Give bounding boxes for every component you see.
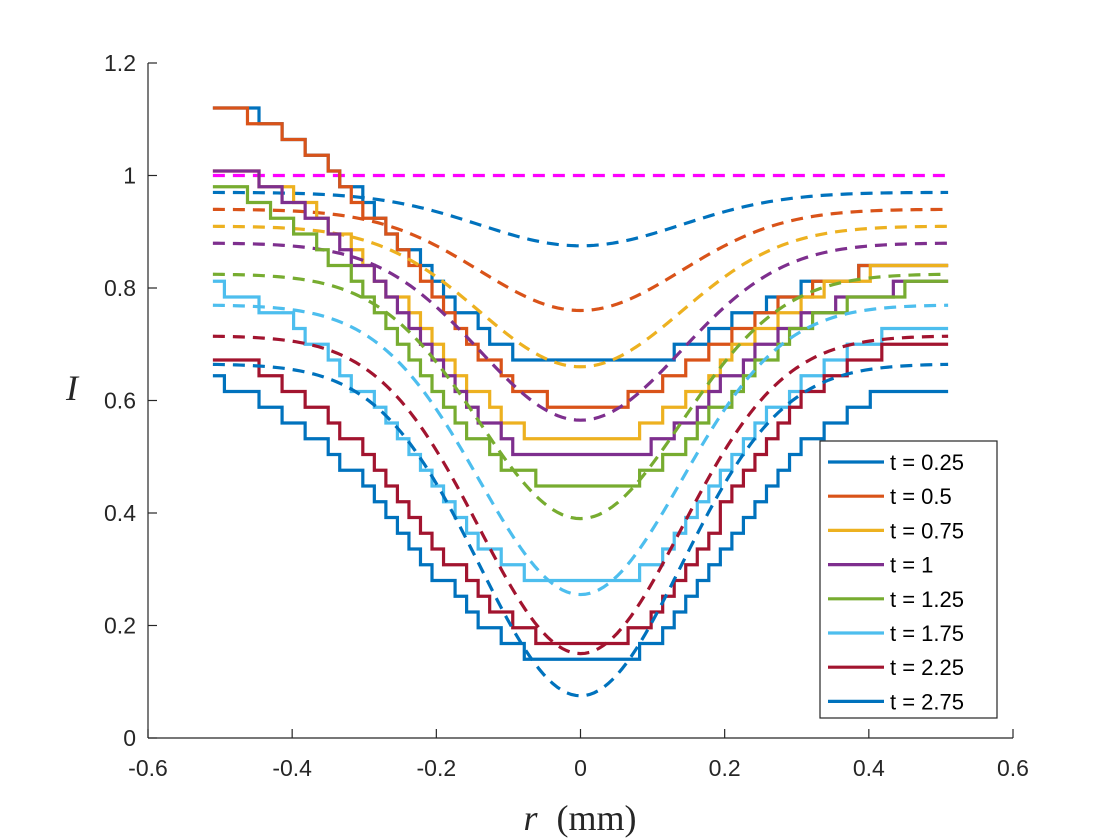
series-dashed-3 xyxy=(212,241,949,422)
series-solid-0 xyxy=(212,106,949,362)
x-tick-label-3: 0 xyxy=(574,755,587,781)
series-dashed-4 xyxy=(212,272,949,521)
series-dashed-7 xyxy=(212,362,949,698)
x-axis-label: r (mm) xyxy=(524,798,637,838)
y-tick-label-4: 0.8 xyxy=(104,275,136,301)
y-axis-label-text: I xyxy=(65,368,80,408)
x-tick-label-5: 0.4 xyxy=(853,755,885,781)
legend-label-2: t = 0.75 xyxy=(890,518,964,543)
series-solid-7 xyxy=(212,374,949,661)
axes-layer: -0.6 -0.4 -0.2 0 0.2 0.4 0.6 0 0.2 0.4 0.6 0.8 1 1.2 xyxy=(104,50,1029,781)
x-tick-label-4: 0.2 xyxy=(709,755,741,781)
y-tick-label-1: 0.2 xyxy=(104,613,136,639)
y-tick-label-0: 0 xyxy=(123,725,136,751)
series-solid-3 xyxy=(212,169,949,457)
series-solid-4 xyxy=(212,185,949,488)
series-dashed-1 xyxy=(212,207,949,313)
legend-label-6: t = 2.25 xyxy=(890,655,964,680)
legend-label-1: t = 0.5 xyxy=(890,484,952,509)
x-tick-label-6: 0.6 xyxy=(997,755,1029,781)
legend-label-3: t = 1 xyxy=(890,553,933,578)
y-tick-label-6: 1.2 xyxy=(104,50,136,76)
x-tick-label-1: -0.4 xyxy=(272,755,312,781)
series-dashed-6 xyxy=(212,334,949,656)
y-axis-label: I xyxy=(65,368,80,408)
y-tick-label-2: 0.4 xyxy=(104,500,136,526)
x-axis-label-var: r xyxy=(524,798,539,838)
x-tick-label-2: -0.2 xyxy=(417,755,457,781)
series-solid-6 xyxy=(212,342,949,646)
series-solid-1 xyxy=(212,106,949,409)
legend-label-5: t = 1.75 xyxy=(890,621,964,646)
series-solid-5 xyxy=(212,279,949,583)
legend-label-0: t = 0.25 xyxy=(890,450,964,475)
series-solid-2 xyxy=(212,169,949,441)
y-tick-label-5: 1 xyxy=(123,163,136,189)
series-layer xyxy=(212,106,949,698)
series-dashed-5 xyxy=(212,303,949,597)
y-tick-label-3: 0.6 xyxy=(104,388,136,414)
legend-label-4: t = 1.25 xyxy=(890,587,964,612)
svg-text:r (mm): r (mm) xyxy=(524,798,637,838)
x-axis-label-unit: (mm) xyxy=(557,798,637,838)
legend: t = 0.25 t = 0.5 t = 0.75 t = 1 t = 1.25 t = … xyxy=(819,440,998,719)
series-dashed-0 xyxy=(212,190,949,248)
legend-box xyxy=(819,440,998,719)
x-tick-label-0: -0.6 xyxy=(128,755,168,781)
legend-label-7: t = 2.75 xyxy=(890,689,964,714)
